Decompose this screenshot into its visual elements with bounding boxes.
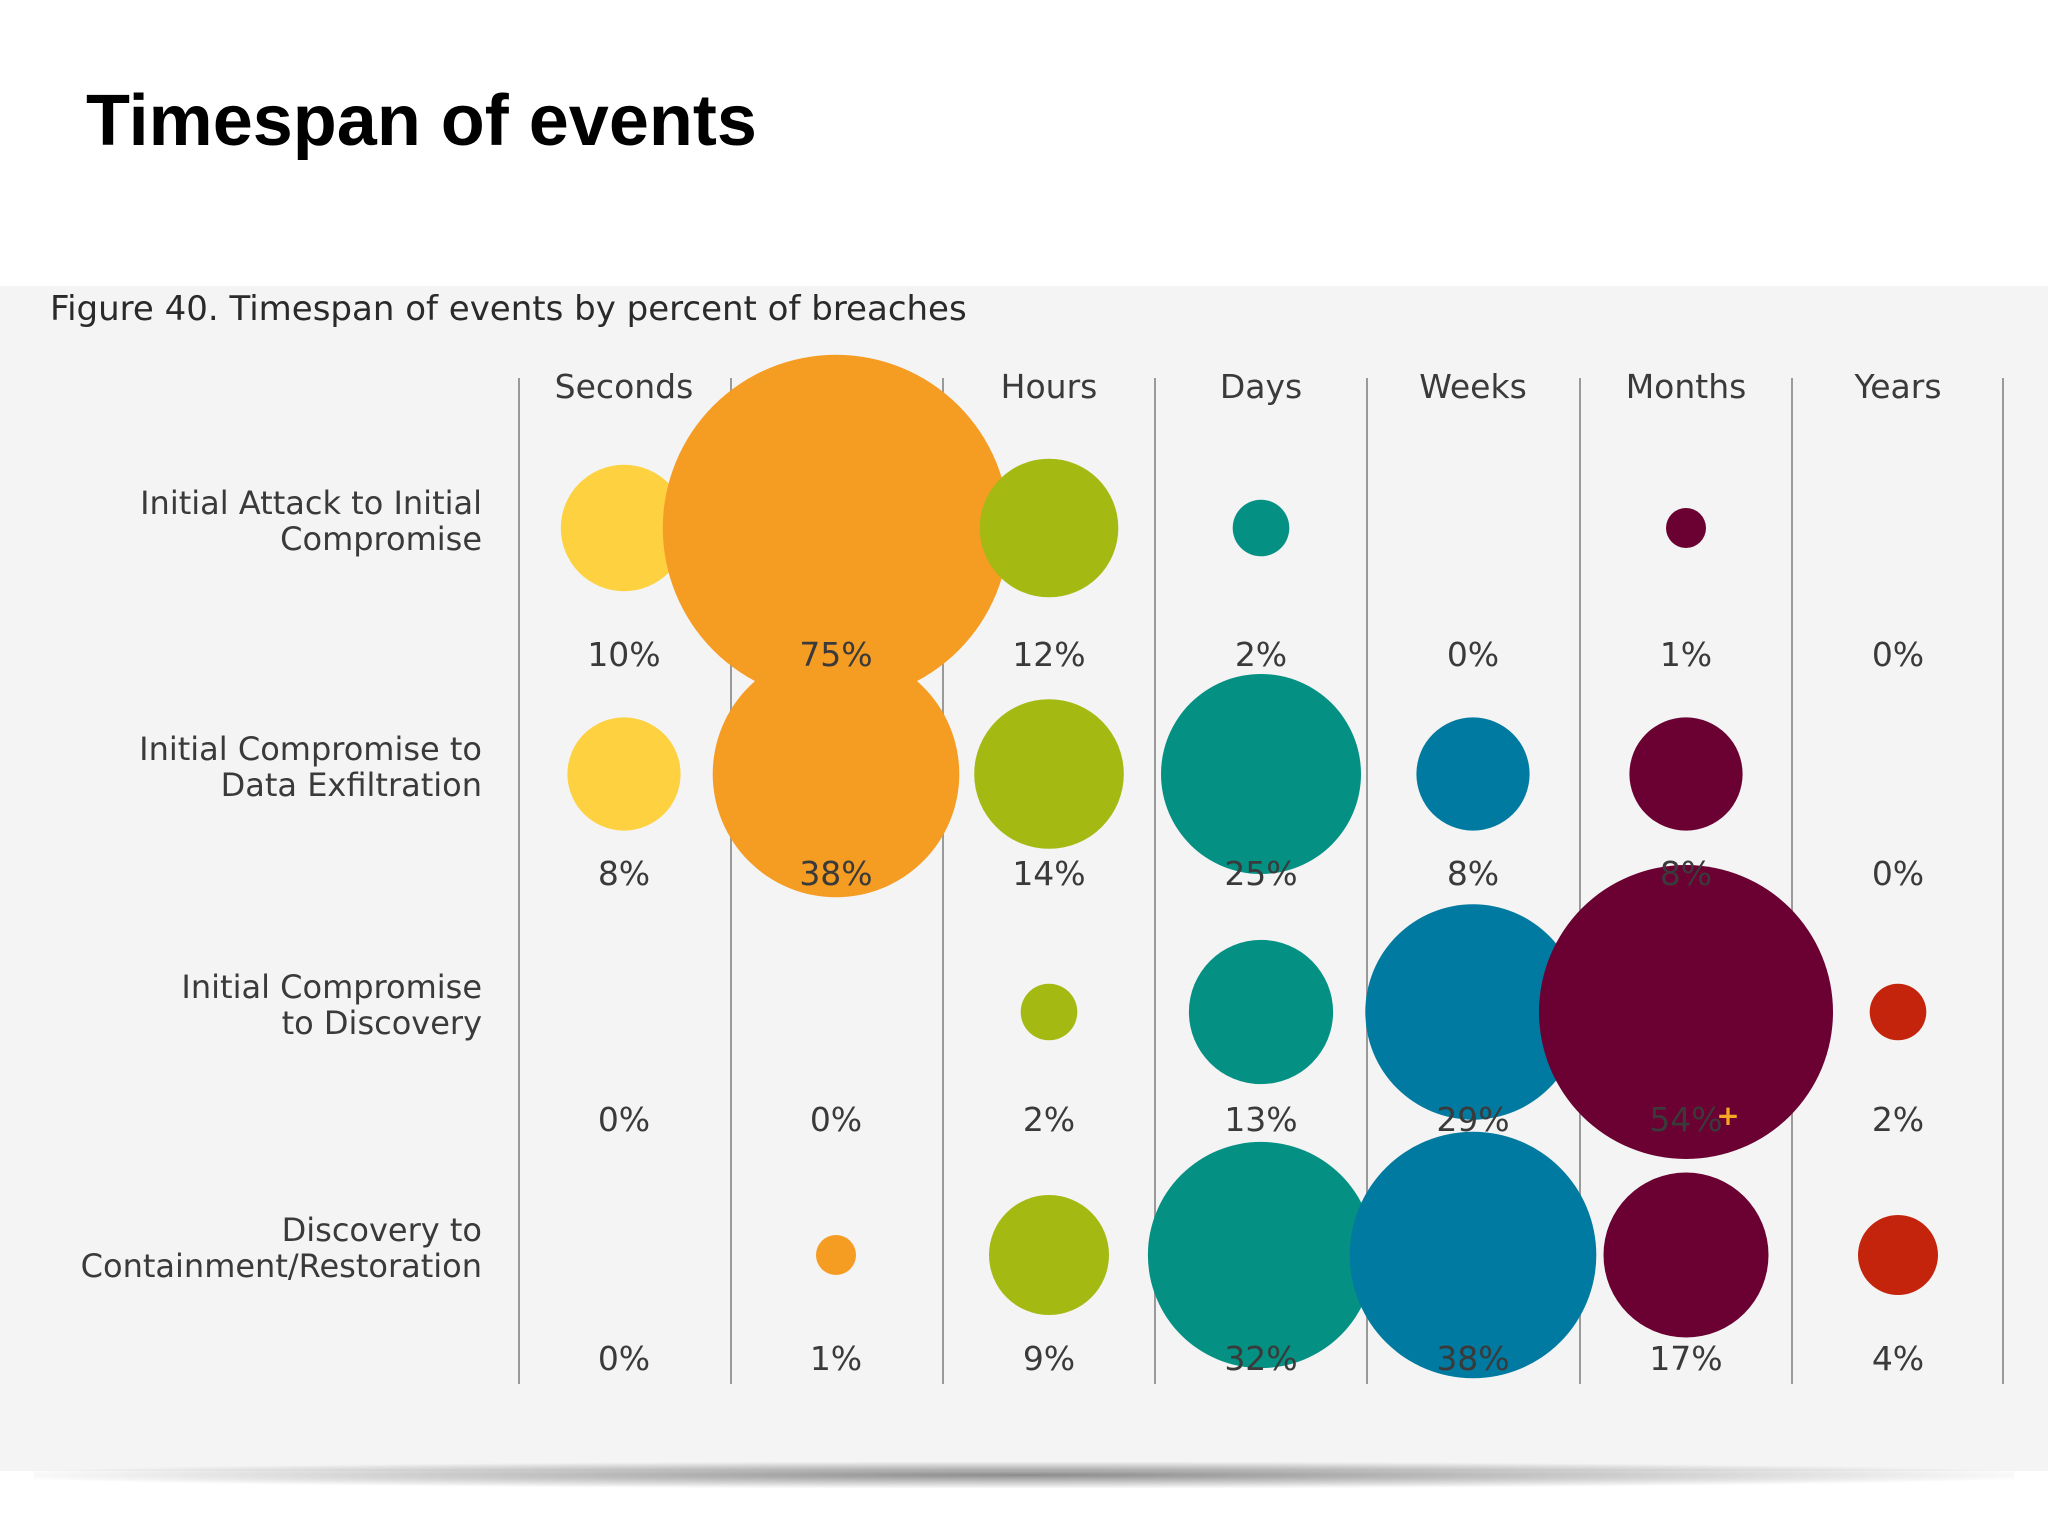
bubble xyxy=(816,1235,856,1275)
row-label: Initial Compromise to xyxy=(139,730,482,768)
value-label: 0% xyxy=(810,1100,862,1139)
value-label: 25% xyxy=(1224,854,1297,893)
value-label: 2% xyxy=(1023,1100,1075,1139)
value-label: 8% xyxy=(1447,854,1499,893)
value-label: 1% xyxy=(1660,635,1712,674)
bubble xyxy=(1232,499,1290,557)
value-label: 32% xyxy=(1224,1339,1297,1378)
bubble xyxy=(567,717,681,831)
bubble xyxy=(1365,904,1581,1120)
column-header: Days xyxy=(1220,367,1302,406)
column-header: Hours xyxy=(1001,367,1098,406)
row-label: to Discovery xyxy=(282,1004,482,1042)
column-header: Months xyxy=(1626,367,1747,406)
value-label: 2% xyxy=(1235,635,1287,674)
bubble xyxy=(560,464,688,592)
value-label: 0% xyxy=(1447,635,1499,674)
value-label: 9% xyxy=(1023,1339,1075,1378)
value-label: 17% xyxy=(1649,1339,1722,1378)
value-label: 38% xyxy=(799,854,872,893)
row-label: Containment/Restoration xyxy=(81,1247,482,1285)
chart-title: Figure 40. Timespan of events by percent… xyxy=(50,289,967,329)
bubble xyxy=(712,650,960,898)
bubble xyxy=(1416,717,1530,831)
value-label: 2% xyxy=(1872,1100,1924,1139)
value-label: 8% xyxy=(598,854,650,893)
bubble xyxy=(1349,1131,1597,1379)
value-label: 0% xyxy=(1872,635,1924,674)
value-label: 4% xyxy=(1872,1339,1924,1378)
annotation-plus-icon: + xyxy=(1716,1099,1739,1132)
bubble xyxy=(662,354,1010,702)
row-label: Data Exfiltration xyxy=(221,766,482,804)
column-header: Weeks xyxy=(1419,367,1527,406)
value-label: 0% xyxy=(598,1339,650,1378)
value-label: 10% xyxy=(587,635,660,674)
value-label: 13% xyxy=(1224,1100,1297,1139)
bubble xyxy=(1147,1141,1375,1369)
row-label: Discovery to xyxy=(282,1211,482,1249)
row-label: Initial Compromise xyxy=(181,968,482,1006)
value-label: 0% xyxy=(1872,854,1924,893)
row-label: Compromise xyxy=(280,520,482,558)
bubble xyxy=(1666,508,1706,548)
value-label: 75% xyxy=(799,635,872,674)
bubble xyxy=(974,699,1124,849)
bubble xyxy=(1869,983,1927,1041)
bubble xyxy=(1629,717,1743,831)
value-label: 14% xyxy=(1012,854,1085,893)
bubble xyxy=(1020,983,1078,1041)
value-label: 12% xyxy=(1012,635,1085,674)
figure-shadow xyxy=(34,1462,2014,1488)
bubbles xyxy=(560,354,1938,1379)
bubble xyxy=(979,458,1119,598)
value-labels: 10% 75% 12% 2% 0% 1% 0% 8% 38% 14% 25% 8% 8% 0% 0% 0% 2%… xyxy=(587,635,1924,1378)
value-label: 29% xyxy=(1436,1100,1509,1139)
bubble xyxy=(1603,1172,1769,1338)
slide-title: Timespan of events xyxy=(86,81,757,161)
bubble xyxy=(1858,1215,1938,1295)
column-header: Seconds xyxy=(555,367,694,406)
value-label: 38% xyxy=(1436,1339,1509,1378)
value-label: 1% xyxy=(810,1339,862,1378)
value-label: 8% xyxy=(1660,854,1712,893)
value-label: 54% xyxy=(1649,1100,1722,1139)
bubble xyxy=(989,1195,1109,1315)
bubble xyxy=(1188,939,1334,1085)
value-label: 0% xyxy=(598,1100,650,1139)
column-header: Years xyxy=(1853,367,1941,406)
row-label: Initial Attack to Initial xyxy=(140,484,482,522)
bubble xyxy=(1539,865,1833,1159)
bubble xyxy=(1161,674,1361,874)
